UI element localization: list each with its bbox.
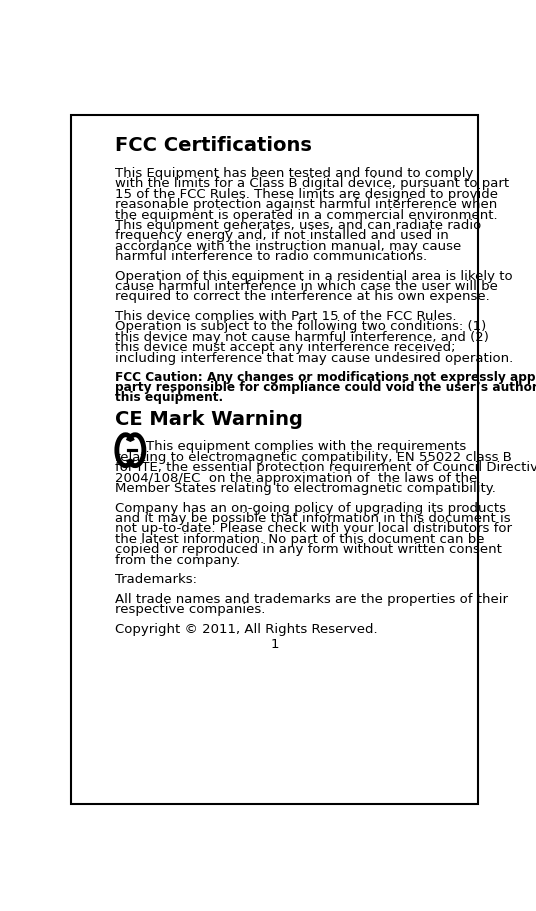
Text: cause harmful interference in which case the user will be: cause harmful interference in which case…	[115, 280, 497, 292]
Text: including interference that may cause undesired operation.: including interference that may cause un…	[115, 351, 513, 364]
Text: copied or reproduced in any form without written consent: copied or reproduced in any form without…	[115, 543, 502, 556]
Text: the equipment is operated in a commercial environment.: the equipment is operated in a commercia…	[115, 209, 497, 221]
Text: from the company.: from the company.	[115, 553, 240, 566]
Text: Trademarks:: Trademarks:	[115, 572, 197, 586]
Text: reasonable protection against harmful interference when: reasonable protection against harmful in…	[115, 198, 497, 211]
Text: FCC Caution: Any changes or modifications not expressly approved by the: FCC Caution: Any changes or modification…	[115, 371, 536, 384]
Text: 15 of the FCC Rules. These limits are designed to provide: 15 of the FCC Rules. These limits are de…	[115, 188, 498, 200]
Text: with the limits for a Class B digital device, pursuant to part: with the limits for a Class B digital de…	[115, 178, 509, 190]
Text: respective companies.: respective companies.	[115, 602, 265, 615]
Text: for ITE, the essential protection requirement of Council Directive: for ITE, the essential protection requir…	[115, 461, 536, 474]
Text: Member States relating to electromagnetic compatibility.: Member States relating to electromagneti…	[115, 482, 496, 495]
Text: Operation of this equipment in a residential area is likely to: Operation of this equipment in a residen…	[115, 270, 512, 282]
Text: not up-to-date. Please check with your local distributors for: not up-to-date. Please check with your l…	[115, 522, 512, 535]
Text: This equipment generates, uses, and can radiate radio: This equipment generates, uses, and can …	[115, 219, 481, 231]
Text: this equipment.: this equipment.	[115, 391, 223, 404]
Text: the latest information. No part of this document can be: the latest information. No part of this …	[115, 532, 484, 545]
Text: FCC Certifications: FCC Certifications	[115, 136, 311, 155]
Text: CE Mark Warning: CE Mark Warning	[115, 410, 303, 429]
Text: this device must accept any interference received;: this device must accept any interference…	[115, 341, 455, 353]
Text: This Equipment has been tested and found to comply: This Equipment has been tested and found…	[115, 167, 473, 179]
Text: frequency energy and, if not installed and used in: frequency energy and, if not installed a…	[115, 230, 449, 242]
Text: This equipment complies with the requirements: This equipment complies with the require…	[146, 439, 466, 453]
Text: relating to electromagnetic compatibility, EN 55022 class B: relating to electromagnetic compatibilit…	[115, 450, 512, 464]
Text: accordance with the instruction manual, may cause: accordance with the instruction manual, …	[115, 240, 461, 252]
Text: 2004/108/EC  on the approximation of  the laws of the: 2004/108/EC on the approximation of the …	[115, 471, 477, 484]
Text: and it may be possible that information in this document is: and it may be possible that information …	[115, 511, 510, 525]
Text: Operation is subject to the following two conditions: (1): Operation is subject to the following tw…	[115, 320, 486, 333]
Text: harmful interference to radio communications.: harmful interference to radio communicat…	[115, 250, 427, 263]
Text: This device complies with Part 15 of the FCC Rules.: This device complies with Part 15 of the…	[115, 310, 456, 322]
Text: this device may not cause harmful interference, and (2): this device may not cause harmful interf…	[115, 331, 489, 343]
Text: Company has an on-going policy of upgrading its products: Company has an on-going policy of upgrad…	[115, 501, 506, 514]
Text: Copyright © 2011, All Rights Reserved.: Copyright © 2011, All Rights Reserved.	[115, 622, 377, 635]
Text: All trade names and trademarks are the properties of their: All trade names and trademarks are the p…	[115, 592, 508, 605]
Text: 1: 1	[271, 638, 279, 650]
Text: required to correct the interference at his own expense.: required to correct the interference at …	[115, 291, 489, 303]
Text: party responsible for compliance could void the user’s authority to operate: party responsible for compliance could v…	[115, 381, 536, 394]
